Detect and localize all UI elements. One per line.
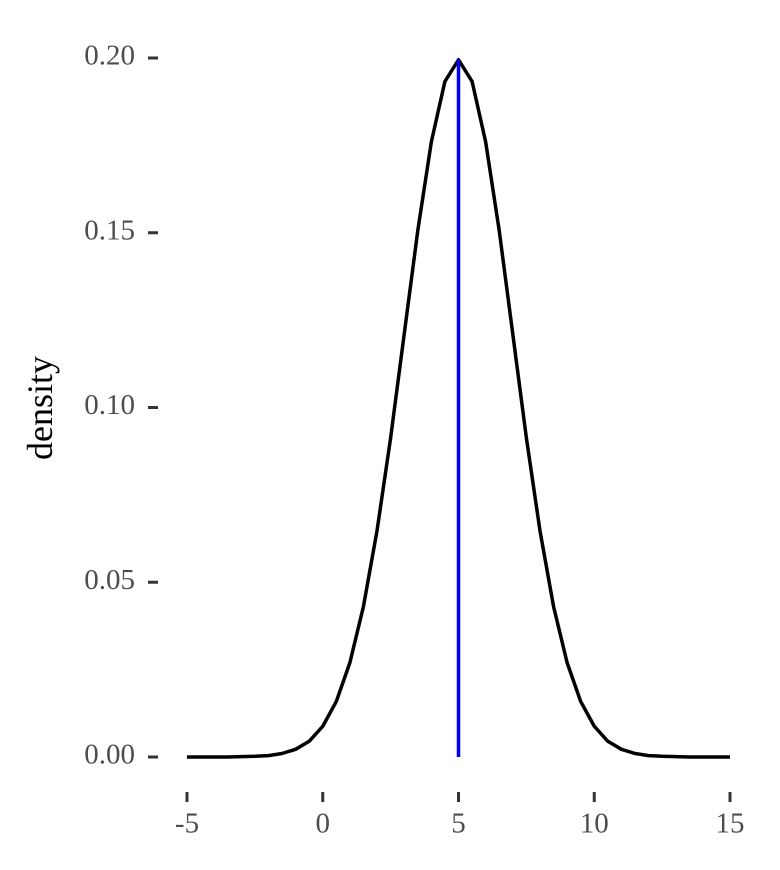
x-tick-label: 10 — [580, 808, 609, 840]
x-tick-label: 0 — [316, 808, 331, 840]
y-tick-label: 0.00 — [84, 739, 135, 771]
x-tick-label: -5 — [175, 808, 199, 840]
y-tick-label: 0.15 — [84, 214, 135, 246]
y-axis-label: density — [20, 356, 60, 460]
x-tick-label: 5 — [451, 808, 466, 840]
y-tick-label: 0.20 — [84, 40, 135, 72]
x-tick-label: 15 — [716, 808, 745, 840]
y-tick-label: 0.05 — [84, 564, 135, 596]
y-tick-label: 0.10 — [84, 389, 135, 421]
